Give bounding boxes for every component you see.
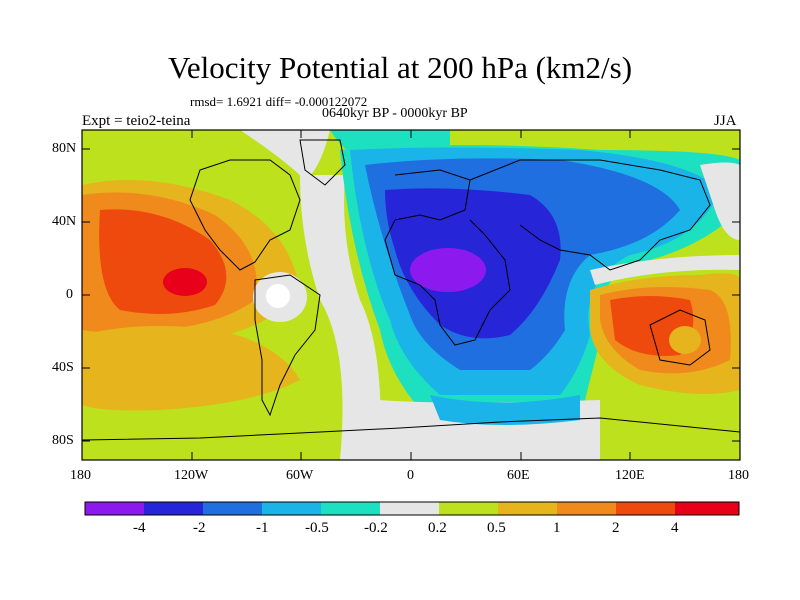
cb-box-10 [616, 502, 675, 515]
x-label-0: 0 [407, 468, 414, 483]
cb-label-9: 2 [612, 520, 620, 536]
cb-label-7: 0.5 [487, 520, 506, 536]
cb-box-1 [85, 502, 144, 515]
colorbar [84, 501, 740, 516]
south-pacific-lobe [82, 326, 300, 411]
cb-label-2: -2 [193, 520, 206, 536]
cb-label-4: -0.5 [305, 520, 329, 536]
x-label-180w: 180 [70, 468, 91, 483]
y-label-40s: 40S [52, 360, 74, 375]
cb-box-6 [380, 502, 439, 515]
x-label-60e: 60E [507, 468, 530, 483]
season-label: JJA [714, 113, 737, 129]
cb-label-1: -4 [133, 520, 146, 536]
pacific-max [163, 268, 207, 296]
neutral-band-north [240, 130, 330, 180]
cb-label-8: 1 [553, 520, 561, 536]
cb-frame [84, 501, 740, 516]
period-line: 0640kyr BP - 0000kyr BP [322, 106, 468, 121]
cb-label-5: -0.2 [364, 520, 388, 536]
neutral-band-west [300, 175, 381, 460]
map-title: Velocity Potential at 200 hPa (km2/s) [167, 50, 633, 85]
contour-field [82, 130, 740, 460]
y-label-0: 0 [66, 287, 73, 302]
x-label-180e: 180 [728, 468, 749, 483]
cb-box-5 [321, 502, 380, 515]
experiment-label: Expt = teio2-teina [82, 113, 191, 129]
coastlines [82, 139, 740, 441]
cb-box-11 [675, 502, 739, 515]
cb-label-10: 4 [671, 520, 679, 536]
amazon-core [266, 284, 290, 308]
x-label-120w: 120W [174, 468, 209, 483]
cb-box-9 [557, 502, 616, 515]
cb-label-3: -1 [256, 520, 269, 536]
neg-min [410, 248, 486, 292]
y-label-80n: 80N [52, 141, 77, 156]
x-label-60w: 60W [286, 468, 314, 483]
x-label-120e: 120E [615, 468, 645, 483]
y-label-40n: 40N [52, 214, 77, 229]
x-ticks [81, 130, 741, 460]
asia-neutral-wedge [590, 255, 740, 285]
stats-line: rmsd= 1.6921 diff= -0.000122072 [190, 94, 368, 109]
antarctic-blue [430, 395, 580, 425]
australia-lobe [669, 326, 701, 354]
cb-box-4 [262, 502, 321, 515]
cb-box-8 [498, 502, 557, 515]
cb-box-2 [144, 502, 203, 515]
cb-box-7 [439, 502, 498, 515]
cb-box-3 [203, 502, 262, 515]
y-label-80s: 80S [52, 433, 74, 448]
cb-label-6: 0.2 [428, 520, 447, 536]
ne-asia-neutral [700, 162, 740, 240]
y-ticks [82, 148, 740, 442]
